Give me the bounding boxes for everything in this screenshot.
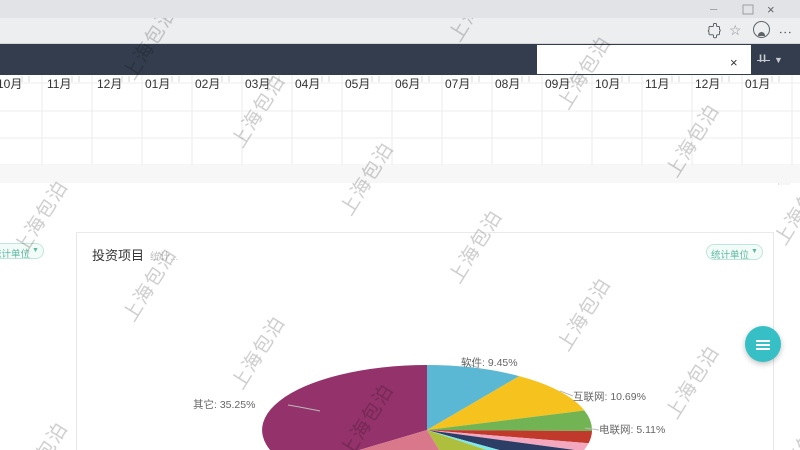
svg-text:其它: 35.25%: 其它: 35.25% (193, 398, 255, 411)
svg-text:电联网: 5.11%: 电联网: 5.11% (599, 423, 665, 436)
svg-text:互联网: 10.69%: 互联网: 10.69% (573, 391, 646, 403)
svg-text:软件: 9.45%: 软件: 9.45% (461, 356, 518, 369)
